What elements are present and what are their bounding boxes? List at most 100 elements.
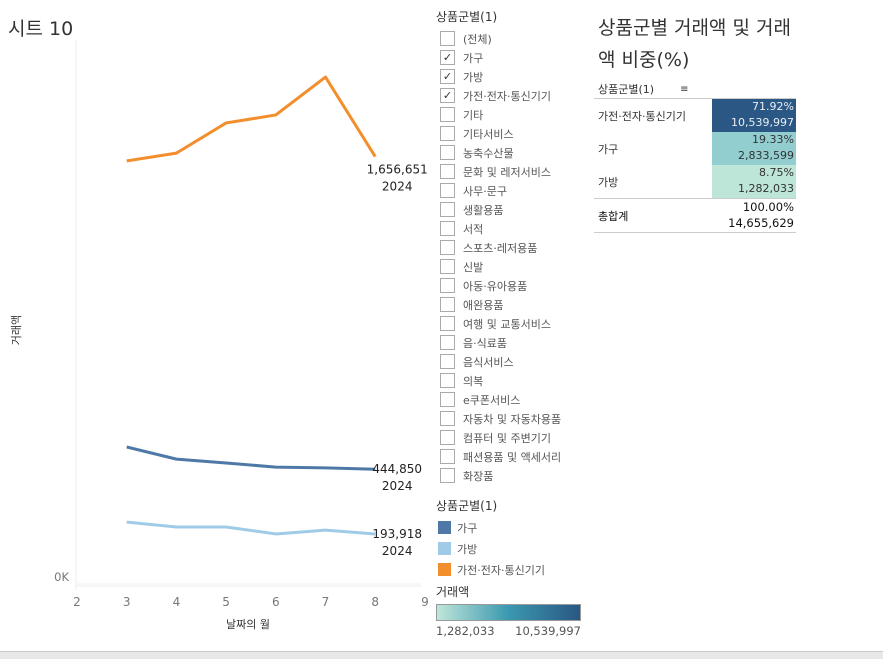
filter-title: 상품군별(1) <box>436 8 561 25</box>
filter-item[interactable]: 음식서비스 <box>436 352 561 371</box>
legend-label: 가방 <box>457 541 477 557</box>
filter-item-label: 사무·문구 <box>463 183 507 199</box>
legend-item[interactable]: 가구 <box>436 517 545 538</box>
legend-item[interactable]: 가방 <box>436 538 545 559</box>
checkbox[interactable] <box>440 221 455 236</box>
filter-item[interactable]: 사무·문구 <box>436 181 561 200</box>
checkbox[interactable] <box>440 468 455 483</box>
filter-item-label: 생활용품 <box>463 202 503 218</box>
filter-item-label: 화장품 <box>463 468 493 484</box>
y-tick-label: 0K <box>54 570 69 584</box>
checkbox[interactable] <box>440 316 455 331</box>
checkbox[interactable]: ✓ <box>440 88 455 103</box>
filter-item[interactable]: 생활용품 <box>436 200 561 219</box>
checkbox[interactable] <box>440 31 455 46</box>
filter-item-label: e쿠폰서비스 <box>463 392 520 408</box>
row-value: 2,833,599 <box>712 148 794 164</box>
filter-item-label: 서적 <box>463 221 483 237</box>
checkbox[interactable] <box>440 449 455 464</box>
filter-item[interactable]: 컴퓨터 및 주변기기 <box>436 428 561 447</box>
filter-item[interactable]: 농축수산물 <box>436 143 561 162</box>
checkbox[interactable] <box>440 335 455 350</box>
checkbox[interactable] <box>440 126 455 141</box>
filter-item[interactable]: 음·식료품 <box>436 333 561 352</box>
checkbox[interactable] <box>440 164 455 179</box>
filter-item-label: 스포츠·레저용품 <box>463 240 537 256</box>
checkbox[interactable]: ✓ <box>440 50 455 65</box>
checkbox[interactable] <box>440 240 455 255</box>
filter-item[interactable]: ✓가방 <box>436 67 561 86</box>
legend-swatch <box>438 542 451 555</box>
checkbox[interactable] <box>440 297 455 312</box>
filter-item[interactable]: 화장품 <box>436 466 561 485</box>
legend-label: 가구 <box>457 520 477 536</box>
row-label: 가구 <box>594 132 712 165</box>
end-value-label: 1,656,651 <box>367 163 428 177</box>
filter-item[interactable]: (전체) <box>436 29 561 48</box>
end-year-label: 2024 <box>382 180 413 194</box>
checkbox[interactable] <box>440 430 455 445</box>
filter-item[interactable]: 문화 및 레저서비스 <box>436 162 561 181</box>
end-year-label: 2024 <box>382 479 413 493</box>
filter-item[interactable]: ✓ 가구 <box>436 48 561 67</box>
filter-item[interactable]: 기타 <box>436 105 561 124</box>
checkbox[interactable] <box>440 373 455 388</box>
filter-item[interactable]: 신발 <box>436 257 561 276</box>
filter-item-label: 가구 <box>463 50 483 66</box>
checkbox[interactable] <box>440 145 455 160</box>
row-pct: 71.92% <box>712 99 794 115</box>
legend-item[interactable]: 가전·전자·통신기기 <box>436 559 545 580</box>
total-pct: 100.00% <box>712 199 794 215</box>
x-tick-label: 4 <box>173 595 181 609</box>
filter-item-label: 음식서비스 <box>463 354 514 370</box>
checkbox[interactable] <box>440 259 455 274</box>
filter-item[interactable]: 여행 및 교통서비스 <box>436 314 561 333</box>
end-value-label: 193,918 <box>372 527 422 541</box>
series-line <box>127 447 376 469</box>
total-label: 총합계 <box>594 199 712 232</box>
gradient-max: 10,539,997 <box>515 624 581 638</box>
gradient-min: 1,282,033 <box>436 624 495 638</box>
table-title: 상품군별 거래액 및 거래액 비중(%) <box>598 12 798 76</box>
filter-item[interactable]: 자동차 및 자동차용품 <box>436 409 561 428</box>
filter-item-label: 의복 <box>463 373 483 389</box>
checkbox[interactable] <box>440 278 455 293</box>
filter-item[interactable]: e쿠폰서비스 <box>436 390 561 409</box>
filter-item-label: 가전·전자·통신기기 <box>463 88 551 104</box>
sheet-title: 시트 10 <box>8 14 73 41</box>
filter-item-label: 음·식료품 <box>463 335 507 351</box>
filter-item-label: 기타서비스 <box>463 126 514 142</box>
checkbox[interactable] <box>440 107 455 122</box>
filter-item[interactable]: 스포츠·레저용품 <box>436 238 561 257</box>
sort-icon[interactable]: ≡ <box>680 84 688 95</box>
series-line <box>127 77 376 161</box>
filter-item[interactable]: ✓ 가전·전자·통신기기 <box>436 86 561 105</box>
checkbox[interactable] <box>440 202 455 217</box>
filter-item[interactable]: 의복 <box>436 371 561 390</box>
filter-item-label: 자동차 및 자동차용품 <box>463 411 561 427</box>
row-value: 10,539,997 <box>712 115 794 131</box>
table-header: 상품군별(1) <box>598 81 654 97</box>
filter-item[interactable]: 패션용품 및 액세서리 <box>436 447 561 466</box>
x-tick-label: 3 <box>123 595 131 609</box>
checkbox[interactable] <box>440 392 455 407</box>
filter-item-label: 여행 및 교통서비스 <box>463 316 551 332</box>
checkbox[interactable] <box>440 411 455 426</box>
end-value-label: 444,850 <box>372 462 422 476</box>
total-row: 총합계 100.00%14,655,629 <box>594 198 796 233</box>
checkbox[interactable]: ✓ <box>440 69 455 84</box>
checkbox[interactable] <box>440 354 455 369</box>
filter-item-label: 패션용품 및 액세서리 <box>463 449 561 465</box>
filter-item[interactable]: 서적 <box>436 219 561 238</box>
filter-item[interactable]: 아동·유아용품 <box>436 276 561 295</box>
checkbox[interactable] <box>440 183 455 198</box>
filter-item[interactable]: 애완용품 <box>436 295 561 314</box>
filter-item[interactable]: 기타서비스 <box>436 124 561 143</box>
row-pct: 19.33% <box>712 132 794 148</box>
total-value: 14,655,629 <box>712 215 794 231</box>
